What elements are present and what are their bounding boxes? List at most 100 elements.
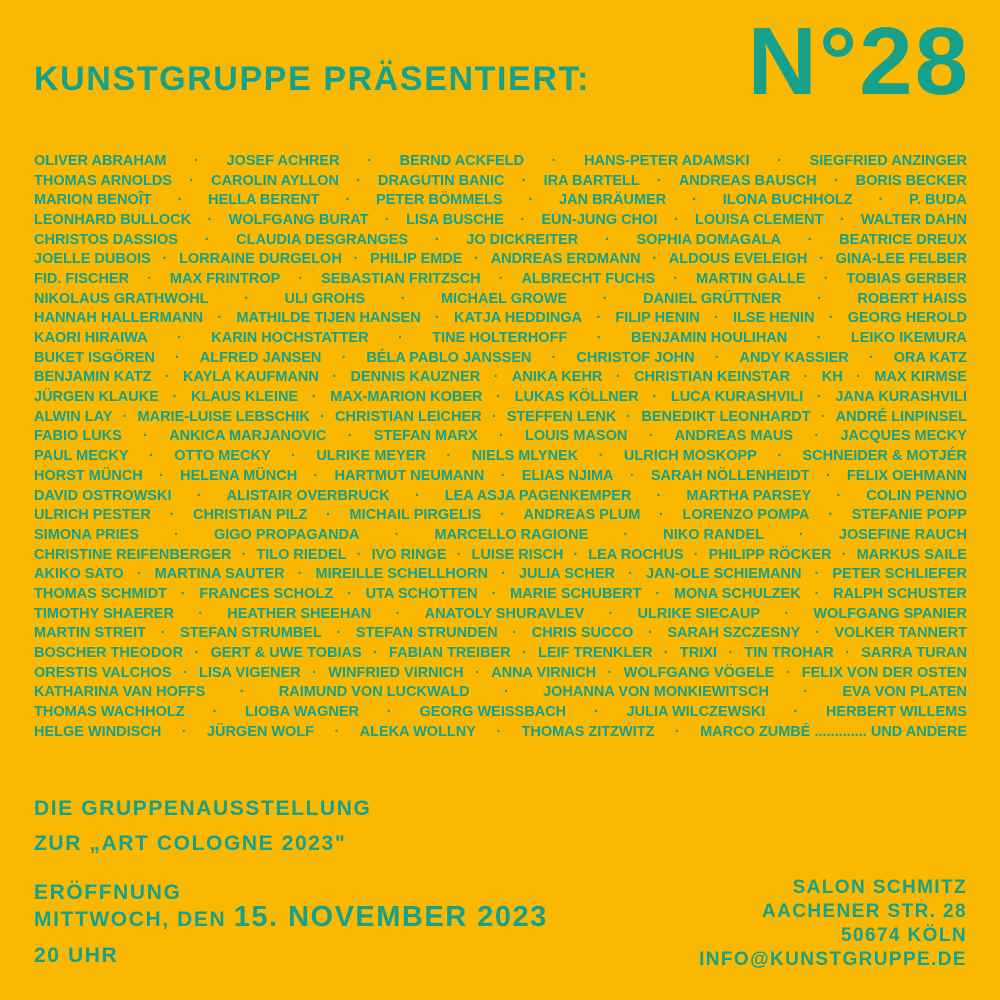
artist-name: MARTIN STREIT: [34, 625, 146, 642]
artist-name: FABIO LUKS: [34, 428, 122, 445]
separator-dot: ·: [491, 585, 497, 602]
artist-name: STEFAN STRUMBEL: [180, 625, 322, 642]
separator-dot: ·: [384, 211, 390, 228]
separator-dot: ·: [828, 507, 834, 524]
artist-name: ALWIN LAY: [34, 408, 113, 425]
artist-name: ORESTIS VALCHOS: [34, 664, 172, 681]
exhibition-line-1: DIE GRUPPENAUSSTELLUNG: [34, 797, 372, 820]
artist-name: JOELLE DUBOIS: [34, 251, 151, 268]
separator-dot: ·: [814, 625, 820, 642]
artist-name: HELENA MÜNCH: [180, 467, 298, 484]
artist-row: JOELLE DUBOIS · LORRAINE DURGELOH · PHILIP E…: [34, 249, 967, 269]
artist-name: MARTIN GALLE: [696, 270, 806, 287]
artist-name: LEA ASJA PAGENKEMPER: [444, 487, 632, 504]
opening-date: 15. NOVEMBER 2023: [233, 901, 548, 933]
artist-name: SIMONA PRIES: [34, 526, 140, 543]
separator-dot: ·: [356, 546, 362, 563]
artist-name: LISA BUSCHE: [406, 211, 504, 228]
artist-row: BOSCHER THEODOR · GERT & UWE TOBIAS · FABIAN…: [34, 643, 967, 663]
separator-dot: ·: [521, 645, 527, 662]
separator-dot: ·: [474, 664, 480, 681]
separator-dot: ·: [652, 251, 658, 268]
separator-dot: ·: [196, 487, 202, 504]
artist-name: ELIAS NJIMA: [521, 467, 614, 484]
artist-row: BUKET ISGÖREN · ALFRED JANSEN · BÉLA PABLO J…: [34, 348, 967, 368]
separator-dot: ·: [777, 152, 782, 169]
artist-row: FABIO LUKS · ANKICA MARJANOVIC · STEFAN MARX…: [34, 427, 967, 447]
separator-dot: ·: [841, 546, 847, 563]
separator-dot: ·: [647, 625, 653, 642]
artist-name: FRANCES SCHOLZ: [199, 585, 334, 602]
artist-row: HORST MÜNCH · HELENA MÜNCH · HARTMUT NEUMANN…: [34, 466, 967, 486]
separator-dot: ·: [500, 566, 506, 583]
artist-name: THOMAS ZITZWITZ: [521, 723, 655, 740]
artist-name: MARIE SCHUBERT: [510, 585, 642, 602]
artist-name: BEATRICE DREUX: [839, 231, 967, 248]
separator-dot: ·: [147, 270, 152, 287]
artist-name: LORRAINE DURGELOH: [179, 251, 342, 268]
artist-name: LEA ROCHUS: [588, 546, 684, 563]
artist-name: MARTINA SAUTER: [154, 566, 285, 583]
separator-dot: ·: [217, 310, 223, 327]
artist-name: ULI GROHS: [284, 290, 366, 307]
artist-row: HELGE WINDISCH · JÜRGEN WOLF · ALEKA WOLLNY ·…: [34, 722, 967, 742]
artist-name: PAUL MECKY: [34, 448, 129, 465]
separator-dot: ·: [816, 330, 822, 347]
separator-dot: ·: [207, 211, 213, 228]
artist-name: HELLA BERENT: [208, 192, 320, 209]
separator-dot: ·: [434, 310, 440, 327]
separator-dot: ·: [784, 605, 790, 622]
artist-name: LISA VIGENER: [199, 664, 301, 681]
artist-name: HEATHER SHEEHAN: [227, 605, 372, 622]
artist-name: JOHANNA VON MONKIEWITSCH: [543, 684, 769, 701]
separator-dot: ·: [198, 605, 204, 622]
separator-dot: ·: [673, 270, 679, 287]
artist-name: NIKO RANDEL: [663, 526, 764, 543]
artist-name: JAN BRÄUMER: [559, 192, 667, 209]
artist-name: LUCA KURASHVILI: [670, 389, 804, 406]
artist-name: WALTER DAHN: [860, 211, 967, 228]
artist-row: THOMAS SCHMIDT · FRANCES SCHOLZ · UTA SCHOTT…: [34, 584, 967, 604]
separator-dot: ·: [298, 270, 304, 287]
separator-dot: ·: [334, 723, 340, 740]
artist-name: SEBASTIAN FRITZSCH: [321, 270, 481, 287]
artist-name: CHRISTIAN KEINSTAR: [634, 369, 791, 386]
separator-dot: ·: [332, 369, 338, 386]
artist-name: SIEGFRIED ANZINGER: [809, 152, 967, 169]
artist-list: OLIVER ABRAHAM · JOSEF ACHRER · BERND ACKFEL…: [34, 151, 967, 742]
venue-email[interactable]: INFO@KUNSTGRUPPE.DE: [699, 949, 967, 970]
separator-dot: ·: [673, 211, 679, 228]
artist-row: ALWIN LAY · MARIE-LUISE LEBSCHIK · CHRISTIAN…: [34, 407, 967, 427]
artist-name: ALISTAIR OVERBRUCK: [226, 487, 390, 504]
artist-name: ANKICA MARJANOVIC: [169, 428, 327, 445]
separator-dot: ·: [607, 664, 613, 681]
artist-name: ANDRÉ LINPINSEL: [835, 408, 967, 425]
artist-name: MATHILDE TIJEN HANSEN: [236, 310, 421, 327]
separator-dot: ·: [602, 290, 608, 307]
artist-name: RALPH SCHUSTER: [833, 585, 967, 602]
separator-dot: ·: [868, 349, 874, 366]
separator-dot: ·: [297, 566, 303, 583]
artist-name: FELIX OEHMANN: [846, 467, 967, 484]
artist-name: IRA BARTELL: [543, 172, 640, 189]
separator-dot: ·: [659, 507, 664, 524]
venue-address: SALON SCHMITZ AACHENER STR. 28 50674 KÖL…: [699, 876, 967, 972]
separator-dot: ·: [692, 192, 697, 209]
artist-name: TILO RIEDEL: [256, 546, 347, 563]
artist-row: PAUL MECKY · OTTO MECKY · ULRIKE MEYER · NIELS…: [34, 446, 967, 466]
artist-name: CAROLIN AYLLON: [211, 172, 339, 189]
artist-name: DENNIS KAUZNER: [350, 369, 481, 386]
artist-name: WINFRIED VIRNICH: [328, 664, 464, 681]
artist-name: MARCELLO RAGIONE: [434, 526, 589, 543]
separator-dot: ·: [312, 664, 317, 681]
artist-row: JÜRGEN KLAUKE · KLAUS KLEINE · MAX-MARION KO…: [34, 387, 967, 407]
venue-street: AACHENER STR. 28: [761, 901, 967, 922]
separator-dot: ·: [816, 290, 822, 307]
artist-name: GERT & UWE TOBIAS: [210, 645, 362, 662]
artist-name: GEORG WEISSBACH: [419, 704, 567, 721]
artist-name: ANDY KASSIER: [739, 349, 849, 366]
artist-name: HANNAH HALLERMANN: [34, 310, 204, 327]
artist-name: MICHAEL GROWE: [440, 290, 568, 307]
artist-name: SARAH SZCZESNY: [667, 625, 801, 642]
separator-dot: ·: [496, 389, 502, 406]
